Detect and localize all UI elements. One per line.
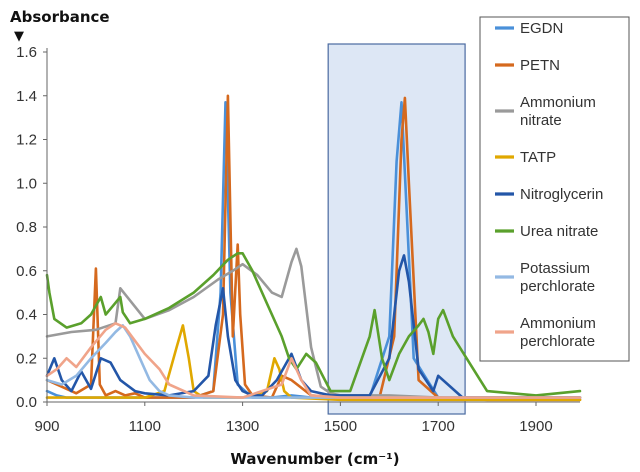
x-axis-title: Wavenumber (cm⁻¹)	[230, 450, 399, 468]
y-axis-title: Absorbance	[10, 8, 110, 26]
y-tick-label: 0.0	[16, 394, 37, 411]
series-line-8	[45, 322, 582, 399]
legend-label-3: Ammonium	[520, 94, 596, 111]
legend: EGDNPETNAmmoniumnitrateTATPNitroglycerin…	[479, 16, 630, 362]
series-layer	[45, 94, 582, 402]
legend-label-7: perchlorate	[520, 278, 595, 295]
legend-label-1: EGDN	[520, 20, 563, 37]
axis-layer: 0.0 0.2 0.4 0.6 0.8 1.0 1.2 1.4 1.6 900 1100 1300 15…	[16, 44, 580, 435]
legend-label-2: PETN	[520, 57, 560, 74]
x-tick-label: 1300	[226, 418, 259, 435]
legend-label-3: nitrate	[520, 112, 562, 129]
y-tick-label: 0.2	[16, 350, 37, 367]
x-tick-label: 1700	[422, 418, 455, 435]
series-line-5	[45, 254, 582, 399]
series-line-6	[45, 252, 582, 397]
legend-label-8: Ammonium	[520, 315, 596, 332]
y-tick-label: 1.2	[16, 132, 37, 149]
x-tick-label: 900	[34, 418, 59, 435]
highlight-region	[327, 43, 466, 415]
y-tick-label: 0.4	[16, 307, 37, 324]
y-tick-label: 1.0	[16, 175, 37, 192]
x-tick-label: 1500	[324, 418, 357, 435]
legend-label-8: perchlorate	[520, 333, 595, 350]
series-line-2	[45, 94, 582, 402]
legend-label-7: Potassium	[520, 260, 590, 277]
y-tick-label: 1.4	[16, 88, 37, 105]
y-axis-arrow-icon: ▼	[14, 29, 24, 44]
y-tick-label: 0.8	[16, 219, 37, 236]
legend-label-6: Urea nitrate	[520, 223, 598, 240]
legend-label-4: TATP	[520, 149, 556, 166]
legend-label-5: Nitroglycerin	[520, 186, 603, 203]
x-tick-label: 1100	[129, 418, 161, 435]
y-tick-label: 0.6	[16, 263, 37, 280]
series-line-7	[45, 324, 582, 399]
y-tick-label: 1.6	[16, 44, 37, 61]
legend-box	[479, 16, 630, 362]
x-tick-label: 1900	[519, 418, 552, 435]
